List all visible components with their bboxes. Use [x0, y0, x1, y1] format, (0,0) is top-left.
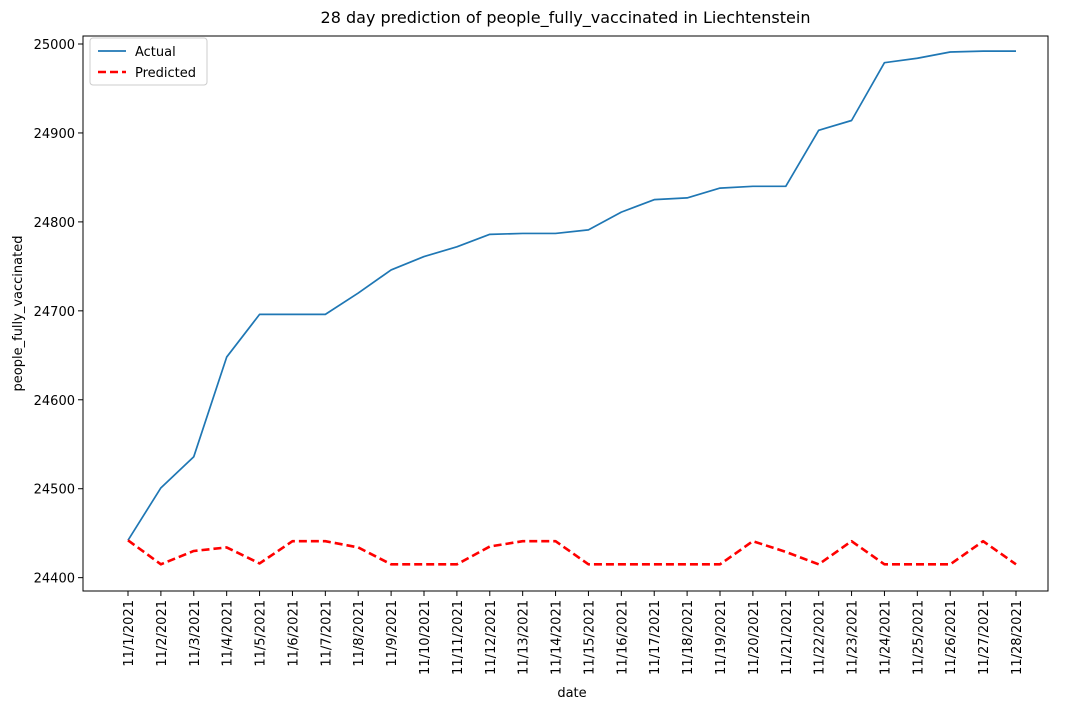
y-tick-label: 24900	[34, 127, 75, 142]
series-line-actual	[127, 50, 1016, 541]
x-tick-label: 11/13/2021	[517, 600, 532, 675]
x-tick-label: 11/2/2021	[155, 600, 170, 667]
y-axis-title: people_fully_vaccinated	[11, 236, 26, 392]
y-tick-label: 24800	[34, 216, 75, 231]
y-tick-label: 25000	[34, 38, 75, 53]
x-tick-label: 11/9/2021	[385, 600, 400, 667]
series-layer	[127, 50, 1017, 566]
x-tick-label: 11/7/2021	[319, 600, 334, 667]
x-tick-label: 11/18/2021	[681, 600, 696, 675]
x-axis-title: date	[557, 686, 586, 701]
y-tick-label: 24400	[34, 572, 75, 587]
x-tick-label: 11/24/2021	[878, 600, 893, 675]
x-tick-label: 11/20/2021	[747, 600, 762, 675]
x-tick-label: 11/25/2021	[911, 600, 926, 675]
x-tick-label: 11/10/2021	[418, 600, 433, 675]
x-tick-label: 11/4/2021	[221, 600, 236, 667]
x-tick-label: 11/6/2021	[286, 600, 301, 667]
x-tick-label: 11/15/2021	[582, 600, 597, 675]
x-tick-label: 11/19/2021	[714, 600, 729, 675]
legend-label-actual: Actual	[135, 45, 176, 60]
x-tick-label: 11/14/2021	[550, 600, 565, 675]
y-tick-label: 24600	[34, 394, 75, 409]
y-tick-label: 24700	[34, 305, 75, 320]
x-tick-label: 11/8/2021	[352, 600, 367, 667]
x-axis: 11/1/2021 11/2/2021 11/3/2021 11/4/2021 11/5…	[122, 591, 1025, 675]
y-tick-label: 24500	[34, 483, 75, 498]
x-tick-label: 11/5/2021	[254, 600, 269, 667]
x-tick-label: 11/27/2021	[977, 600, 992, 675]
x-tick-label: 11/1/2021	[122, 600, 137, 667]
chart-title: 28 day prediction of people_fully_vaccin…	[321, 8, 811, 28]
x-tick-label: 11/23/2021	[846, 600, 861, 675]
legend-label-predicted: Predicted	[135, 66, 196, 81]
x-tick-label: 11/11/2021	[451, 600, 466, 675]
x-tick-label: 11/26/2021	[944, 600, 959, 675]
legend-box	[89, 37, 208, 86]
plot-area	[82, 35, 1049, 592]
y-axis: 24400 24500 24600 24700 24800 24900 25000	[34, 38, 83, 587]
x-tick-label: 11/12/2021	[484, 600, 499, 675]
x-tick-label: 11/21/2021	[780, 600, 795, 675]
legend: Actual Predicted	[89, 37, 208, 86]
series-line-predicted	[127, 539, 1017, 566]
x-tick-label: 11/3/2021	[188, 600, 203, 667]
x-tick-label: 11/16/2021	[615, 600, 630, 675]
x-tick-label: 11/28/2021	[1010, 600, 1025, 675]
x-tick-label: 11/22/2021	[813, 600, 828, 675]
x-tick-label: 11/17/2021	[648, 600, 663, 675]
